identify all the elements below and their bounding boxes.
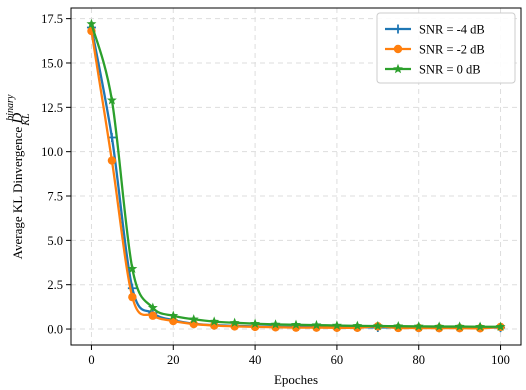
data-point — [107, 156, 117, 165]
x-tick-label: 80 — [412, 353, 425, 367]
y-tick-label: 0.0 — [47, 323, 63, 337]
series-snr-0-db — [86, 18, 506, 331]
x-axis-label: Epoches — [274, 372, 318, 387]
data-point — [413, 321, 424, 331]
data-point — [331, 320, 342, 330]
legend-label: SNR = -2 dB — [419, 43, 485, 57]
x-tick-label: 20 — [167, 353, 180, 367]
y-axis-label-symbol: D — [10, 113, 26, 125]
data-point — [372, 320, 383, 331]
data-point — [127, 263, 138, 273]
data-point — [168, 310, 179, 320]
data-point — [106, 95, 117, 105]
data-point — [188, 314, 199, 324]
x-tick-label: 100 — [491, 353, 510, 367]
data-point — [169, 316, 178, 326]
data-point — [352, 320, 363, 331]
data-point — [229, 317, 240, 328]
y-axis-label: Average KL Dinvergence Dbinary KL — [5, 94, 32, 259]
series-layer — [86, 18, 506, 333]
legend-item: SNR = 0 dB — [385, 63, 481, 77]
data-point — [128, 292, 137, 302]
data-point — [209, 316, 220, 326]
data-point — [475, 321, 486, 331]
y-tick-label: 10.0 — [41, 145, 63, 159]
series-line — [90, 30, 501, 330]
plot-frame — [70, 7, 522, 346]
y-tick-label: 15.0 — [41, 56, 63, 70]
x-tick-label: 40 — [249, 353, 262, 367]
legend: SNR = -4 dB SNR = -2 dB SNR = 0 dB — [376, 12, 516, 84]
data-point — [147, 302, 158, 312]
data-point — [393, 321, 404, 331]
legend-label: SNR = 0 dB — [419, 63, 481, 77]
x-tick-label: 60 — [331, 353, 344, 367]
series-line — [90, 23, 501, 328]
legend-box — [376, 12, 516, 84]
data-point — [270, 319, 281, 329]
legend-item: SNR = -4 dB — [385, 23, 485, 37]
y-tick-label: 5.0 — [47, 234, 63, 248]
y-axis-label-subscript: KL — [21, 113, 32, 127]
data-point — [148, 311, 158, 320]
y-axis-label-prefix: Average KL Dinvergence — [10, 124, 25, 260]
data-point — [86, 18, 97, 29]
y-tick-label: 17.5 — [41, 12, 63, 26]
y-tick-label: 12.5 — [41, 101, 63, 115]
legend-marker — [393, 44, 403, 54]
y-axis-label-superscript: binary — [5, 94, 16, 121]
legend-marker — [393, 63, 403, 74]
data-point — [434, 321, 445, 331]
legend-marker — [393, 24, 403, 34]
data-point — [311, 319, 322, 330]
data-point — [250, 318, 261, 328]
y-tick-label: 7.5 — [47, 190, 63, 204]
y-tick-label: 2.5 — [47, 278, 63, 292]
data-point — [454, 321, 465, 331]
legend-label: SNR = -4 dB — [419, 23, 485, 37]
data-point — [495, 321, 506, 331]
data-point — [291, 319, 301, 329]
legend-item: SNR = -2 dB — [385, 43, 485, 57]
ticks: 0 20 40 60 80 100 0.0 2.5 5.0 7.5 10.0 12.5 15.0 17.5 — [41, 12, 510, 367]
x-tick-label: 0 — [88, 353, 94, 367]
